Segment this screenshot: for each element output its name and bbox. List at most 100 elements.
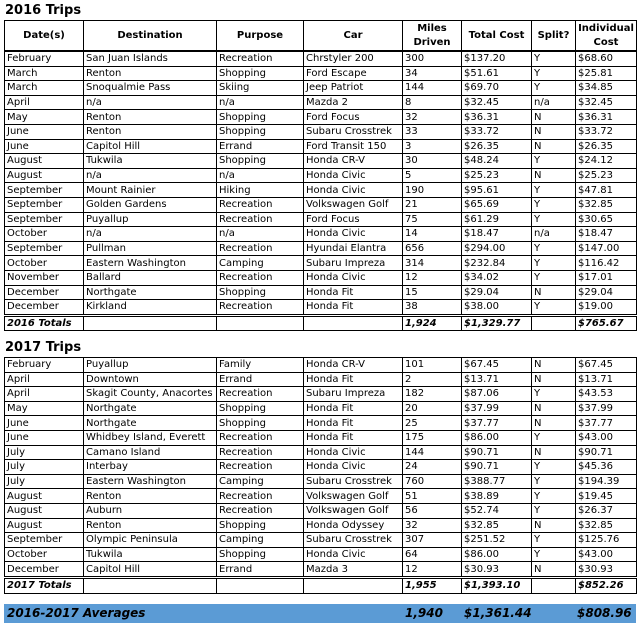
cell-purpose: Recreation xyxy=(216,502,304,519)
table-row: June Capitol Hill Errand Ford Transit 150 3 $… xyxy=(4,138,637,155)
cell-total-cost: $90.71 xyxy=(461,459,532,475)
cell-car: Honda Civic xyxy=(303,269,403,286)
cell-miles: 24 xyxy=(402,459,462,475)
table-row: September Pullman Recreation Hyundai Elantr… xyxy=(4,240,637,257)
cell-car: Mazda 3 xyxy=(303,561,403,578)
cell-car: Honda CR-V xyxy=(303,153,403,169)
cell-total-cost: $25.23 xyxy=(461,167,532,184)
cell-individual-cost: $26.35 xyxy=(575,138,637,155)
header-destination: Destination xyxy=(83,20,217,52)
cell-purpose: Family xyxy=(216,357,304,373)
cell-date: July xyxy=(4,473,84,490)
header-individual-cost: Individual Cost xyxy=(575,20,637,52)
cell-split: Y xyxy=(531,502,576,519)
cell-individual-cost: $34.85 xyxy=(575,80,637,96)
cell-split: Y xyxy=(531,546,576,563)
cell-destination: Northgate xyxy=(83,415,217,431)
cell-miles: 3 xyxy=(402,138,462,155)
cell-purpose: Shopping xyxy=(216,284,304,301)
cell-split: N xyxy=(531,167,576,184)
total-split xyxy=(531,313,576,332)
cell-split: Y xyxy=(531,473,576,490)
cell-car: Hyundai Elantra xyxy=(303,240,403,257)
cell-purpose: Recreation xyxy=(216,211,304,228)
total-miles: 1,955 xyxy=(402,575,462,594)
table-row: August Tukwila Shopping Honda CR-V 30 $48.24 Y… xyxy=(4,153,637,169)
cell-date: September xyxy=(4,182,84,198)
cell-split: N xyxy=(531,138,576,155)
cell-total-cost: $18.47 xyxy=(461,226,532,242)
table-row: February San Juan Islands Recreation Chrsty… xyxy=(4,50,637,67)
cell-date: September xyxy=(4,532,84,548)
cell-total-cost: $36.31 xyxy=(461,109,532,125)
total-date: 2017 Totals xyxy=(4,575,84,594)
header-total-cost: Total Cost xyxy=(461,20,532,52)
cell-car: Subaru Impreza xyxy=(303,255,403,271)
cell-purpose: Camping xyxy=(216,473,304,490)
cell-purpose: Camping xyxy=(216,532,304,548)
cell-miles: 190 xyxy=(402,182,462,198)
cell-purpose: n/a xyxy=(216,226,304,242)
averages-individual-cost: $808.96 xyxy=(577,606,632,620)
cell-individual-cost: $43.00 xyxy=(575,429,637,446)
cell-total-cost: $388.77 xyxy=(461,473,532,490)
cell-destination: Renton xyxy=(83,517,217,534)
cell-destination: Puyallup xyxy=(83,357,217,373)
cell-date: August xyxy=(4,517,84,534)
section-title-2016: 2016 Trips xyxy=(5,3,82,18)
cell-car: Honda Civic xyxy=(303,546,403,563)
averages-total-cost: $1,361.44 xyxy=(464,606,532,620)
cell-total-cost: $69.70 xyxy=(461,80,532,96)
cell-individual-cost: $43.00 xyxy=(575,546,637,563)
cell-destination: Skagit County, Anacortes xyxy=(83,386,217,402)
cell-individual-cost: $13.71 xyxy=(575,371,637,388)
cell-purpose: n/a xyxy=(216,94,304,111)
cell-purpose: Recreation xyxy=(216,299,304,316)
cell-total-cost: $232.84 xyxy=(461,255,532,271)
cell-individual-cost: $47.81 xyxy=(575,182,637,198)
cell-total-cost: $52.74 xyxy=(461,502,532,519)
cell-purpose: Shopping xyxy=(216,65,304,82)
cell-car: Honda Fit xyxy=(303,299,403,316)
cell-individual-cost: $116.42 xyxy=(575,255,637,271)
table-row: September Olympic Peninsula Camping Subaru … xyxy=(4,532,637,548)
cell-miles: 32 xyxy=(402,517,462,534)
cell-destination: Renton xyxy=(83,65,217,82)
cell-split: Y xyxy=(531,65,576,82)
cell-split: N xyxy=(531,284,576,301)
totals-row: 2017 Totals 1,955 $1,393.10 $852.26 xyxy=(4,575,637,594)
cell-split: N xyxy=(531,371,576,388)
table-row: December Capitol Hill Errand Mazda 3 12 $30.9… xyxy=(4,561,637,578)
cell-total-cost: $67.45 xyxy=(461,357,532,373)
cell-total-cost: $95.61 xyxy=(461,182,532,198)
cell-date: August xyxy=(4,167,84,184)
averages-row: 2016-2017 Averages 1,940 $1,361.44 $808.… xyxy=(4,604,636,623)
cell-split: n/a xyxy=(531,226,576,242)
cell-destination: Golden Gardens xyxy=(83,196,217,213)
cell-car: Ford Focus xyxy=(303,211,403,228)
header-car: Car xyxy=(303,20,403,52)
cell-date: October xyxy=(4,546,84,563)
table-row: April Downtown Errand Honda Fit 2 $13.71 N $13.… xyxy=(4,371,637,388)
cell-split: Y xyxy=(531,240,576,257)
cell-split: Y xyxy=(531,153,576,169)
cell-date: April xyxy=(4,371,84,388)
table-row: October Tukwila Shopping Honda Civic 64 $86.0… xyxy=(4,546,637,563)
section-title-2017: 2017 Trips xyxy=(5,340,82,355)
cell-purpose: Recreation xyxy=(216,386,304,402)
cell-destination: Renton xyxy=(83,488,217,504)
table-row: August n/a n/a Honda Civic 5 $25.23 N $25.23 xyxy=(4,167,637,184)
cell-miles: 15 xyxy=(402,284,462,301)
cell-destination: Snoqualmie Pass xyxy=(83,80,217,96)
cell-total-cost: $32.45 xyxy=(461,94,532,111)
cell-purpose: Shopping xyxy=(216,415,304,431)
cell-date: June xyxy=(4,138,84,155)
cell-individual-cost: $29.04 xyxy=(575,284,637,301)
cell-car: Subaru Impreza xyxy=(303,386,403,402)
cell-car: Honda Fit xyxy=(303,284,403,301)
cell-date: November xyxy=(4,269,84,286)
total-purpose xyxy=(216,575,304,594)
cell-car: Honda Odyssey xyxy=(303,517,403,534)
cell-date: May xyxy=(4,109,84,125)
cell-individual-cost: $18.47 xyxy=(575,226,637,242)
